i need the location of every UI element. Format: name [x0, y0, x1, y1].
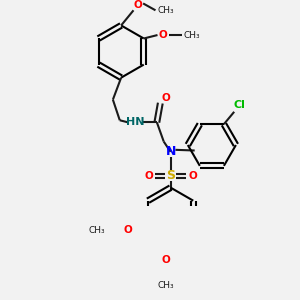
Text: O: O: [144, 171, 153, 181]
Text: O: O: [161, 93, 170, 103]
Text: CH₃: CH₃: [184, 31, 200, 40]
Text: HN: HN: [126, 117, 144, 127]
Text: CH₃: CH₃: [89, 226, 106, 235]
Text: CH₃: CH₃: [158, 6, 174, 15]
Text: O: O: [159, 30, 167, 40]
Text: O: O: [161, 256, 170, 266]
Text: CH₃: CH₃: [158, 281, 174, 290]
Text: Cl: Cl: [233, 100, 245, 110]
Text: O: O: [123, 225, 132, 235]
Text: O: O: [188, 171, 197, 181]
Text: S: S: [166, 169, 175, 182]
Text: O: O: [134, 0, 143, 10]
Text: N: N: [165, 146, 176, 158]
